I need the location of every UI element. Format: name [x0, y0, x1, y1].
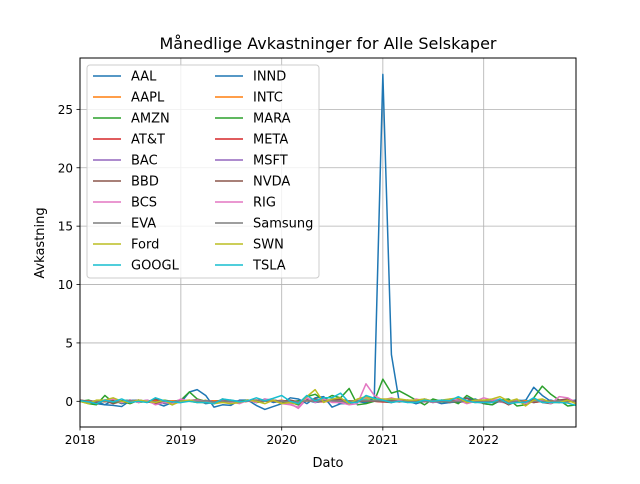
plot-frame — [79, 57, 577, 428]
x-tick-label: 2018 — [65, 433, 96, 447]
legend: AAL AAPL AMZN AT&T BAC BBD BCS EVA Ford GOOGL INND… — [86, 64, 320, 279]
x-axis-label: Dato — [312, 456, 343, 471]
y-tick-label: 10 — [58, 278, 73, 292]
legend-label: INND — [253, 70, 286, 85]
x-tick-label: 2022 — [468, 433, 499, 447]
x-axis: 2018 2019 2020 2021 2022 — [65, 427, 499, 447]
legend-label: SWN — [253, 238, 284, 253]
legend-box — [86, 64, 320, 279]
legend-label: MSFT — [253, 154, 288, 169]
y-tick-label: 20 — [58, 161, 73, 175]
x-tick-label: 2019 — [166, 433, 197, 447]
y-tick-label: 15 — [58, 220, 73, 234]
legend-label: MARA — [253, 112, 291, 127]
legend-label: INTC — [253, 91, 283, 106]
series-line-tsla — [80, 392, 576, 407]
legend-label: GOOGL — [131, 259, 180, 274]
legend-label: BBD — [131, 175, 159, 190]
y-tick-label: 5 — [65, 336, 73, 350]
legend-label: Ford — [131, 238, 159, 253]
legend-label: AAPL — [131, 91, 165, 106]
legend-label: AAL — [131, 70, 157, 85]
legend-label: META — [253, 133, 288, 148]
legend-label: RIG — [253, 196, 276, 211]
series-lines — [80, 73, 576, 411]
legend-label: BCS — [131, 196, 157, 211]
y-tick-label: 0 — [65, 395, 73, 409]
legend-label: BAC — [131, 154, 158, 169]
legend-label: AMZN — [131, 112, 170, 127]
legend-label: NVDA — [253, 175, 290, 190]
y-tick-label: 25 — [58, 103, 73, 117]
legend-label: EVA — [131, 217, 156, 232]
y-axis-label: Avkastning — [33, 207, 48, 278]
y-axis: 0 5 10 15 20 25 — [58, 103, 80, 409]
legend-label: AT&T — [131, 133, 165, 148]
legend-label: TSLA — [252, 259, 286, 274]
x-tick-label: 2021 — [368, 433, 399, 447]
x-tick-label: 2020 — [266, 433, 297, 447]
chart-title: Månedlige Avkastninger for Alle Selskape… — [160, 34, 497, 53]
legend-label: Samsung — [253, 217, 313, 232]
